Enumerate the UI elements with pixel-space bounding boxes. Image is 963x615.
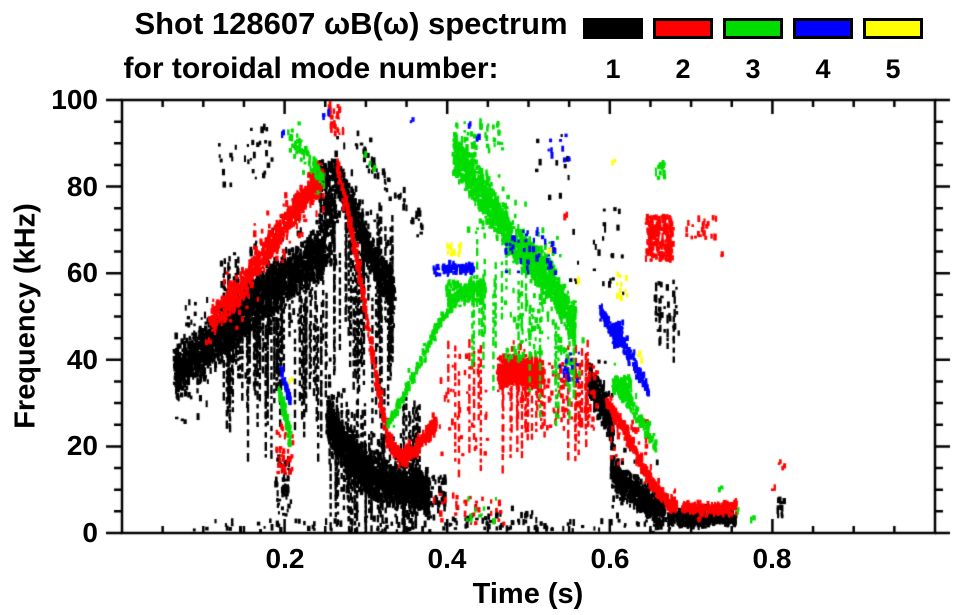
legend-swatch-mode1	[583, 18, 643, 39]
y-tick-label-0: 0	[82, 517, 98, 548]
y-tick-label-40: 40	[66, 344, 98, 375]
y-tick-label-20: 20	[66, 430, 98, 461]
x-tick-label-04: 0.4	[427, 543, 467, 574]
legend-swatch-mode2	[653, 18, 713, 39]
legend-label-mode1: 1	[605, 54, 621, 84]
y-tick-label-100: 100	[51, 84, 98, 115]
chart-title-line2: for toroidal mode number:	[123, 52, 499, 85]
x-tick-label-02: 0.2	[265, 543, 305, 574]
y-axis-label: Frequency (kHz)	[9, 203, 42, 429]
x-axis-label: Time (s)	[472, 578, 584, 610]
x-tick-label-08: 0.8	[752, 543, 792, 574]
legend-label-mode5: 5	[885, 54, 901, 84]
legend-swatch-mode3	[723, 18, 783, 39]
legend-label-mode2: 2	[675, 54, 691, 84]
y-tick-label-80: 80	[66, 171, 98, 202]
legend-swatch-mode4	[793, 18, 853, 39]
x-tick-label-06: 0.6	[590, 543, 630, 574]
y-tick-label-60: 60	[66, 257, 98, 288]
chart-title-line1: Shot 128607 ωB(ω) spectrum	[134, 6, 568, 41]
legend-label-mode4: 4	[815, 54, 831, 84]
legend-swatch-mode5	[863, 18, 923, 39]
legend-label-mode3: 3	[745, 54, 761, 84]
